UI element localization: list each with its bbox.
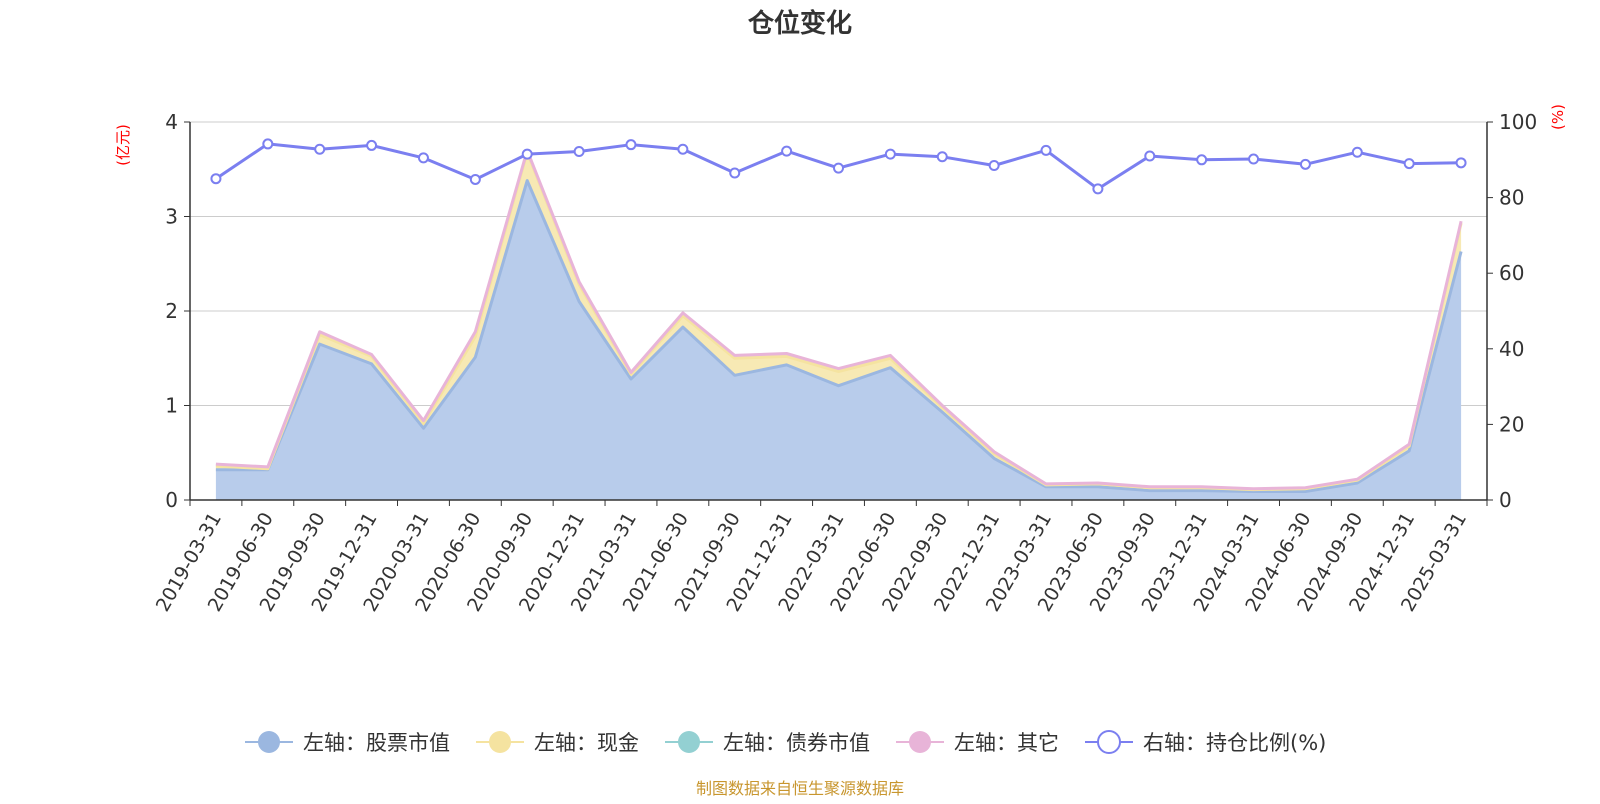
right-axis-tick-label: 60 [1499,261,1524,285]
source-note: 制图数据来自恒生聚源数据库 [696,779,904,798]
legend: 左轴：股票市值 左轴：现金 左轴：债券市值 左轴：其它 右轴：持仓比例(%) [245,730,1326,755]
ratio-point [366,139,378,151]
area-layer [215,148,1463,500]
left-axis-tick-label: 2 [165,299,178,323]
ratio-point [1455,157,1467,169]
ratio-point [1040,144,1052,156]
left-axis-tick-label: 4 [165,110,178,134]
chart-title: 仓位变化 [747,8,852,39]
ratio-point [1351,146,1363,158]
right-axis-unit: (%) [1549,104,1567,130]
legend-label: 左轴：现金 [534,731,639,755]
legend-marker [258,731,280,753]
ratio-point [1092,183,1104,195]
legend-item: 右轴：持仓比例(%) [1085,730,1326,755]
legend-label: 右轴：持仓比例(%) [1143,731,1326,755]
ratio-point [988,159,1000,171]
ratio-point [1403,158,1415,170]
legend-label: 左轴：股票市值 [303,731,450,755]
left-axis-unit: (亿元) [114,124,132,166]
area-edge-3 [215,148,1463,491]
legend-marker [678,731,700,753]
legend-item: 左轴：其它 [896,731,1059,755]
area-0 [215,180,1462,500]
right-axis-tick-label: 0 [1499,488,1512,512]
ratio-point [625,139,637,151]
legend-marker [489,731,511,753]
ratio-point [469,173,481,185]
legend-item: 左轴：债券市值 [665,731,870,755]
ratio-point [729,167,741,179]
line-layer [210,138,1467,195]
right-axis-tick-label: 80 [1499,186,1524,210]
ratio-point [1144,150,1156,162]
ratio-point [677,143,689,155]
right-axis-tick-label: 40 [1499,337,1524,361]
legend-label: 左轴：债券市值 [723,731,870,755]
legend-label: 左轴：其它 [954,731,1059,755]
ratio-point [573,145,585,157]
right-axis-tick-label: 100 [1499,110,1537,134]
ratio-point [1248,153,1260,165]
legend-marker [1097,730,1121,754]
ratio-point [1196,154,1208,166]
ratio-point [833,162,844,174]
legend-marker [909,731,931,753]
ratio-point [1299,158,1311,170]
ratio-point [417,152,429,164]
ratio-point [781,145,793,157]
right-axis-tick-label: 20 [1499,412,1524,436]
area-edge-0 [215,179,1463,493]
ratio-point [884,148,896,160]
ratio-point [936,151,948,163]
ratio-point [262,138,274,150]
legend-item: 左轴：股票市值 [245,731,450,755]
ratio-point [521,148,533,160]
left-axis-tick-label: 1 [165,394,178,418]
ratio-point [210,173,222,185]
left-axis-tick-label: 0 [165,488,178,512]
left-axis-tick-label: 3 [165,205,178,229]
ratio-point [314,143,326,155]
legend-item: 左轴：现金 [476,731,639,755]
